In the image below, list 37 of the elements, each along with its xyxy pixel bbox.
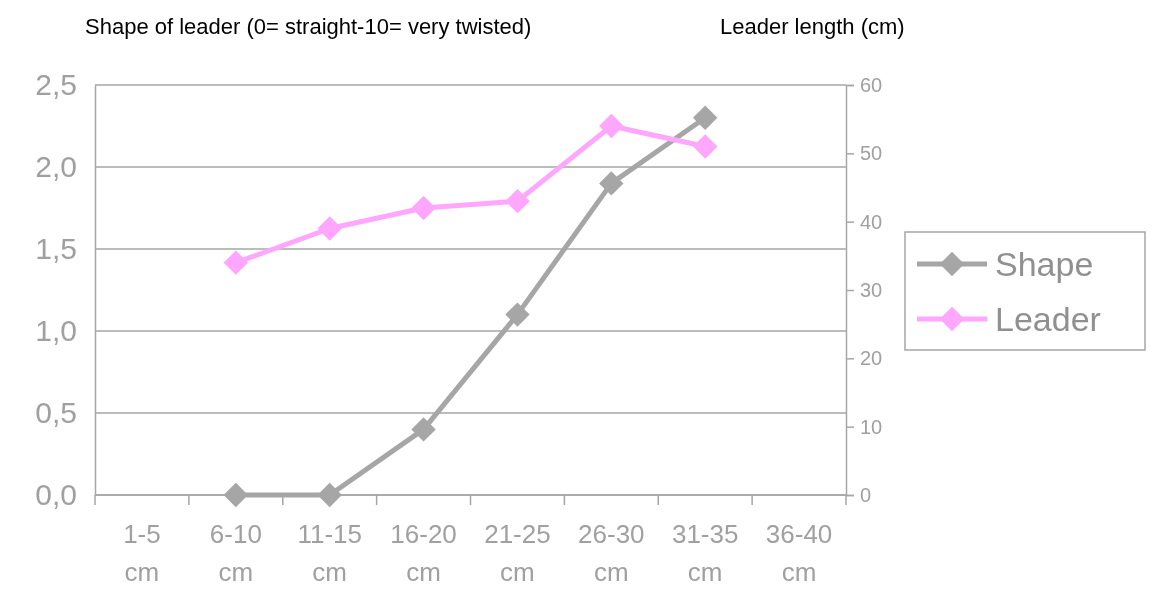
x-tick-label: 21-25 cm [484,519,551,587]
x-tick-label: 6-10 cm [209,519,262,587]
y2-tick-label: 20 [860,347,883,370]
y-tick-label: 0,5 [35,396,77,430]
y-tick-label: 2,5 [35,68,77,102]
point [223,250,249,275]
x-tick-label: 31-35 cm [671,519,739,587]
y-axis-title: Shape of leader (0= straight-10= very twisted) [85,14,532,39]
point [317,216,342,241]
y2-tick-label: 0 [860,483,872,506]
y2-tick-label: 40 [860,210,883,233]
point [599,113,624,139]
point [692,105,718,131]
x-tick-label: 26-30 cm [578,519,645,587]
y2-tick-label: 60 [860,73,883,96]
y-tick-label: 1,5 [35,232,77,266]
y-tick-label: 2,0 [35,150,77,184]
y2-tick-label: 50 [860,142,883,165]
point [317,482,342,508]
point [505,302,530,327]
y-tick-label: 1,0 [35,314,77,348]
y2-tick-label: 10 [860,415,883,438]
x-tick-label: 16-20 cm [390,519,457,587]
y2-axis-title: Leader length (cm) [720,14,905,39]
point [411,195,436,221]
x-tick-label: 11-15 cm [297,519,362,587]
point [505,188,530,214]
point [599,171,624,196]
legend-label: Leader [995,300,1101,338]
x-tick-label: 36-40 cm [765,519,833,587]
y-tick-label: 0,0 [35,478,77,512]
point [692,134,718,159]
y2-tick-label: 30 [860,278,883,301]
point [223,482,249,508]
point [411,417,436,442]
legend-label: Shape [995,245,1094,283]
x-tick-label: 1-5 cm [123,519,161,587]
